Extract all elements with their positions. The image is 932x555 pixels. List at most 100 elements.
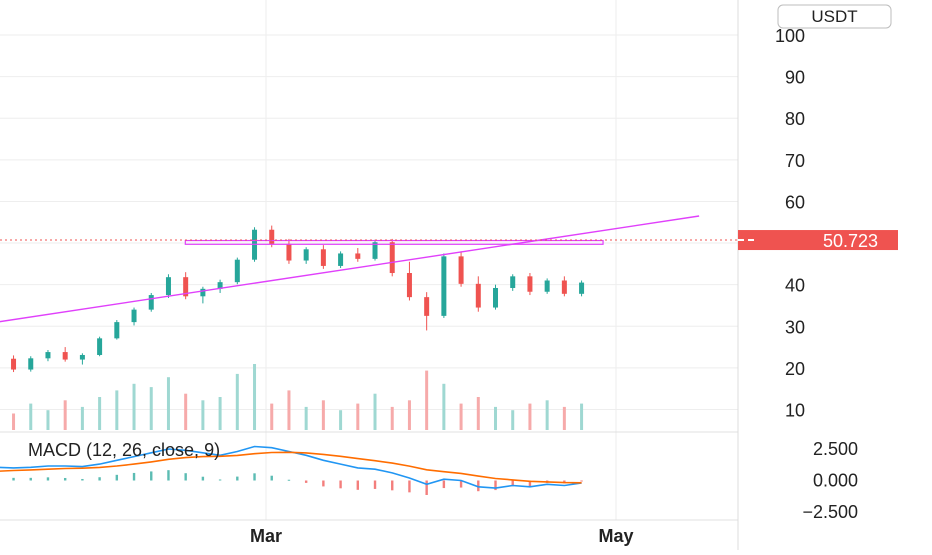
axes: 1009080706050403020102.5000.000−2.500Mar…: [250, 0, 932, 550]
candle-body: [510, 276, 516, 288]
candle-body: [458, 256, 464, 284]
candle-body: [62, 352, 68, 360]
trendline-layer: [0, 215, 738, 323]
volume-bar: [253, 364, 257, 430]
candle-body: [475, 283, 481, 308]
macd-histogram-bar: [408, 480, 411, 493]
volume-bar: [115, 390, 119, 430]
volume-bar: [528, 403, 532, 430]
candle-body: [493, 287, 499, 308]
candle-body: [527, 276, 533, 292]
volume-bar: [201, 400, 205, 430]
price-tick-label: 100: [775, 26, 805, 46]
macd-histogram-bar: [494, 480, 497, 491]
last-price-label: 50.723: [823, 231, 878, 251]
time-tick-label: May: [598, 526, 633, 546]
macd-histogram-bar: [322, 480, 325, 487]
volume-bar: [356, 403, 360, 430]
volume-bar: [407, 400, 411, 430]
volume-bar: [235, 373, 239, 430]
volume-bar: [304, 406, 308, 430]
candle-body: [303, 249, 309, 261]
macd-tick-label: 2.500: [813, 439, 858, 459]
macd-histogram-bar: [391, 480, 394, 491]
time-tick-label: Mar: [250, 526, 282, 546]
overlays: USDT 50.723: [738, 4, 898, 251]
macd-histogram-bar: [270, 475, 273, 481]
volume-bar: [184, 393, 188, 430]
macd-histogram-bar: [29, 477, 32, 481]
candle-body: [544, 280, 550, 292]
candle-body: [183, 277, 189, 297]
macd-histogram-bar: [236, 476, 239, 481]
gridlines: [0, 0, 738, 520]
volume-bar: [339, 410, 343, 430]
candle-body: [355, 253, 361, 259]
last-price-tag: [738, 230, 898, 251]
macd-histogram-bar: [253, 473, 256, 481]
macd-histogram-bar: [373, 480, 377, 489]
candle-body: [97, 338, 103, 355]
candle-body: [424, 297, 430, 316]
price-tick-label: 10: [785, 400, 805, 420]
candle-body: [148, 295, 154, 310]
candle-body: [269, 229, 275, 244]
volume-bar: [494, 406, 498, 430]
volume-bar: [149, 387, 153, 430]
macd-histogram-bar: [304, 480, 308, 483]
price-tick-label: 30: [785, 317, 805, 337]
currency-badge-label: USDT: [811, 7, 857, 26]
volume-bar: [63, 400, 67, 430]
macd-histogram-bar: [425, 480, 428, 495]
macd-histogram-bar: [218, 479, 222, 481]
price-tick-label: 90: [785, 68, 805, 88]
volume-bar: [12, 413, 16, 430]
macd-histogram-bar: [12, 477, 15, 481]
macd-histogram-bar: [150, 471, 153, 481]
volume-bar: [29, 403, 33, 430]
volume-bars: [12, 364, 584, 430]
candle-body: [79, 354, 85, 360]
macd-tick-label: 0.000: [813, 471, 858, 491]
macd-histogram-bar: [339, 480, 342, 489]
candle-body: [200, 288, 206, 297]
candle-body: [165, 277, 171, 296]
price-tick-label: 40: [785, 276, 805, 296]
macd-pane: MACD (12, 26, close, 9): [0, 431, 738, 521]
candle-body: [389, 242, 395, 274]
candle-body: [11, 358, 17, 370]
volume-bar: [476, 397, 480, 430]
macd-histogram-bar: [167, 470, 170, 481]
candle-body: [114, 322, 120, 339]
volume-bar: [270, 403, 274, 430]
volume-bar: [80, 406, 84, 430]
volume-bar: [562, 406, 566, 430]
currency-badge: [777, 4, 892, 29]
macd-tick-label: −2.500: [802, 502, 858, 522]
candle-body: [320, 249, 326, 266]
candlesticks: [11, 225, 585, 373]
candle-body: [28, 358, 34, 370]
volume-bar: [390, 406, 394, 430]
macd-histogram-bar: [580, 480, 583, 482]
neckline-box: [184, 239, 604, 245]
price-tick-label: 80: [785, 109, 805, 129]
volume-bar: [459, 403, 463, 430]
macd-histogram-bar: [98, 477, 101, 481]
volume-bar: [218, 397, 222, 430]
candle-body: [561, 280, 567, 294]
macd-histogram-bar: [63, 477, 67, 481]
volume-bar: [287, 390, 291, 430]
candle-body: [45, 352, 51, 359]
candle-body: [338, 253, 344, 266]
macd-histogram-bar: [201, 476, 205, 481]
price-tick-label: 60: [785, 192, 805, 212]
macd-histogram-bar: [356, 480, 360, 490]
volume-bar: [442, 383, 446, 430]
candle-body: [131, 309, 137, 323]
macd-histogram-bar: [115, 474, 119, 481]
candle-body: [406, 273, 412, 298]
macd-histogram-bar: [184, 473, 187, 481]
volume-bar: [580, 403, 584, 430]
